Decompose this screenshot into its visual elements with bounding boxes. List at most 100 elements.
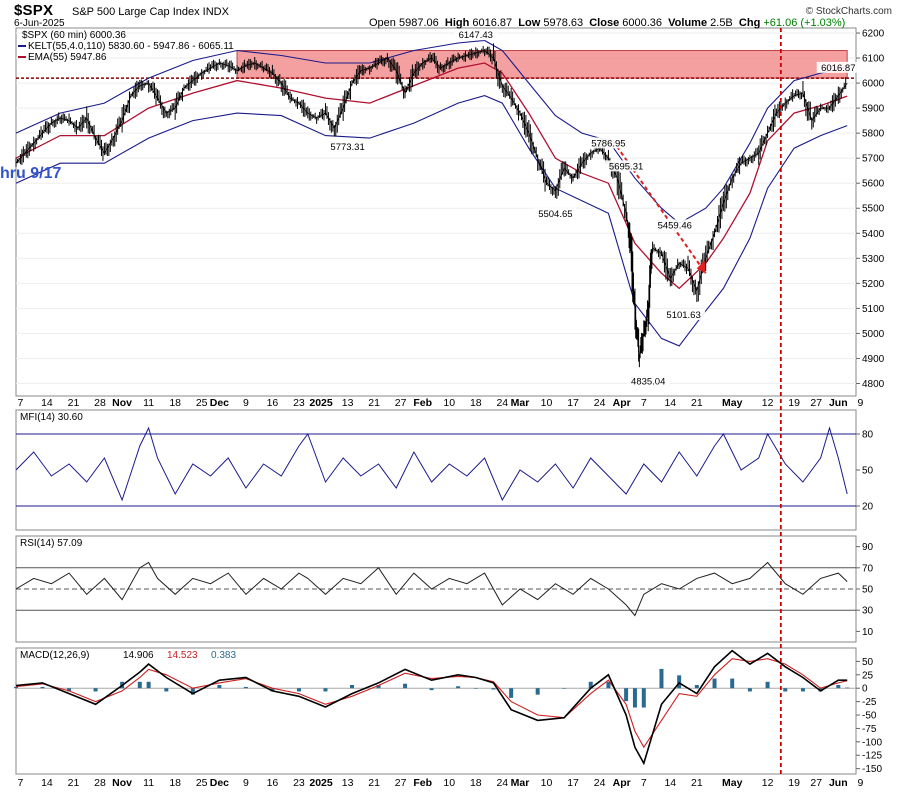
- macd-hist-bar: [632, 688, 637, 708]
- macd-ytick-label: -25: [862, 697, 877, 708]
- x-axis-top-label: 24: [496, 397, 508, 409]
- x-axis-bottom-label: 9: [243, 777, 249, 789]
- price-annotation-bg: [604, 160, 648, 172]
- x-axis-bottom-label: 9: [857, 777, 863, 789]
- rsi-line: [15, 561, 848, 617]
- macd-ytick-label: 25: [862, 670, 874, 681]
- x-axis-top: 7 14 21 28 Nov 11 18 25 Dec 9 16 23 2025 13 21 27 Feb 10 1…: [17, 397, 863, 409]
- macd-hist-bar: [694, 684, 699, 689]
- trend-arrow-head: [696, 260, 706, 274]
- macd-ytick-label: -50: [862, 711, 877, 722]
- price-annotation: 5459.46: [658, 220, 692, 231]
- x-axis-top-label: 23: [293, 397, 305, 409]
- macd-hist-bar: [783, 688, 788, 692]
- macd-hist-bar: [509, 688, 514, 698]
- mfi-panel-frame: [15, 409, 857, 531]
- x-axis-top-label: 9: [243, 397, 249, 409]
- open-value: 5987.06: [398, 17, 439, 29]
- volume-value: 2.5B: [710, 17, 733, 29]
- price-annotation: 6147.43: [459, 30, 493, 41]
- x-axis-top-label: 18: [169, 397, 181, 409]
- x-axis-bottom-label: 23: [293, 777, 305, 789]
- x-axis-top-label: 10: [541, 397, 553, 409]
- macd-hist-bar: [677, 675, 682, 689]
- chart-date: 6-Jun-2025: [14, 18, 65, 29]
- macd-ytick-label: -75: [862, 724, 877, 735]
- x-axis-top-label: 27: [395, 397, 407, 409]
- x-axis-top-label: 21: [691, 397, 703, 409]
- x-axis-top-label: Mar: [511, 397, 530, 409]
- macd-hist-bar: [270, 688, 275, 692]
- x-axis-bottom-label: 19: [788, 777, 800, 789]
- x-axis-top-label: 14: [664, 397, 676, 409]
- ema-line: [15, 62, 848, 290]
- rsi-ytick-label: 30: [862, 606, 874, 617]
- macd-hist-bar: [93, 688, 98, 692]
- macd-hist-bar: [164, 688, 169, 692]
- x-axis-bottom-label: 7: [641, 777, 647, 789]
- x-axis-bottom-label: 2025: [309, 777, 333, 789]
- rsi-ytick-label: 50: [862, 585, 874, 596]
- mfi-line: [15, 426, 848, 502]
- x-axis-bottom-label: 27: [395, 777, 407, 789]
- x-axis-bottom-label: 14: [664, 777, 676, 789]
- symbol-description: S&P 500 Large Cap Index INDX: [72, 6, 229, 18]
- x-axis-bottom-label: Feb: [413, 777, 432, 789]
- low-label: Low: [518, 17, 541, 29]
- macd-hist-bar: [323, 688, 328, 692]
- x-axis-top-label: 14: [41, 397, 53, 409]
- x-axis-bottom-label: 13: [342, 777, 354, 789]
- x-axis-bottom-label: 17: [567, 777, 579, 789]
- chg-value: +61.06 (+1.03%): [763, 17, 846, 29]
- price-annotation-bg: [816, 61, 860, 73]
- price-ytick-label: 5300: [862, 254, 885, 265]
- x-axis-bottom: 7 14 21 28 Nov 11 18 25 Dec 9 16 23 2025 13 21 27 Feb 10 1…: [17, 777, 863, 789]
- x-axis-top-label: Apr: [613, 397, 631, 409]
- price-legend-ema: EMA(55) 5947.86: [28, 52, 107, 63]
- macd-hist-bar: [429, 688, 434, 691]
- macd-hist-bar: [350, 684, 354, 689]
- ohlc-readout: Open 5987.06 High 6016.87 Low 5978.63 Cl…: [369, 17, 845, 29]
- x-axis-bottom-label: 27: [810, 777, 822, 789]
- macd-hist-bar: [800, 688, 805, 692]
- x-axis-bottom-label: 10: [541, 777, 553, 789]
- macd-hist-bar: [818, 688, 823, 692]
- price-annotation: 5101.63: [666, 310, 700, 321]
- x-axis-top-label: 25: [196, 397, 208, 409]
- price-annotation: 5695.31: [609, 161, 643, 172]
- macd-hist-bar: [712, 678, 717, 689]
- macd-hist-bar: [146, 681, 151, 689]
- macd-hist-bar: [562, 688, 567, 689]
- macd-hist-bar: [243, 686, 248, 689]
- price-annotation-bg: [454, 29, 498, 41]
- macd-hist-bar: [535, 688, 540, 695]
- rsi-legend: RSI(14) 57.09: [20, 538, 83, 549]
- macd-legend-hist: 0.383: [211, 650, 236, 661]
- macd-hist-bar: [67, 688, 72, 692]
- macd-hist-bar: [473, 688, 478, 689]
- x-axis-top-label: 21: [68, 397, 80, 409]
- open-label: Open: [369, 17, 396, 29]
- x-axis-top-label: 21: [368, 397, 380, 409]
- chg-label: Chg: [738, 17, 761, 29]
- x-axis-top-label: 11: [143, 397, 154, 409]
- trend-arrow-line: [612, 140, 707, 274]
- x-axis-bottom-label: 18: [169, 777, 181, 789]
- x-axis-top-label: 16: [267, 397, 279, 409]
- rsi-panel: 10 30 50 70 90 RSI(14) 57.09: [15, 535, 874, 643]
- price-ytick-label: 5200: [862, 279, 885, 290]
- kelt-lower-line: [15, 95, 848, 347]
- x-axis-bottom-label: Dec: [210, 777, 229, 789]
- x-axis-bottom-label: Nov: [112, 777, 132, 789]
- macd-hist-bar: [456, 686, 461, 689]
- x-axis-bottom-label: 21: [368, 777, 380, 789]
- x-axis-bottom-label: 7: [17, 777, 23, 789]
- price-annotation-bg: [325, 140, 370, 152]
- x-axis-top-label: Jun: [829, 397, 848, 409]
- x-axis-top-label: 12: [762, 397, 774, 409]
- price-ytick-label: 6000: [862, 79, 885, 90]
- x-axis-bottom-label: 18: [470, 777, 482, 789]
- x-axis-top-label: 17: [567, 397, 579, 409]
- rsi-ytick-label: 90: [862, 542, 874, 553]
